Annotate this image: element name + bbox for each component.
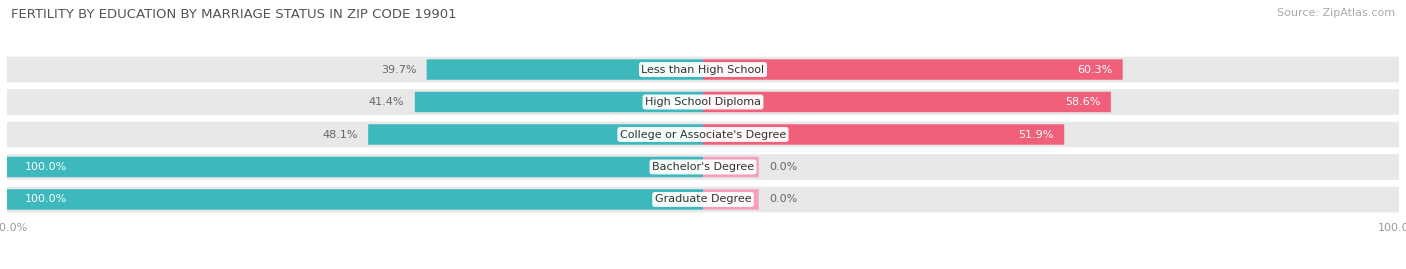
FancyBboxPatch shape bbox=[7, 89, 1399, 115]
FancyBboxPatch shape bbox=[703, 92, 1111, 112]
Text: 51.9%: 51.9% bbox=[1018, 129, 1053, 140]
Text: 58.6%: 58.6% bbox=[1064, 97, 1101, 107]
FancyBboxPatch shape bbox=[426, 59, 703, 80]
FancyBboxPatch shape bbox=[7, 122, 1399, 147]
FancyBboxPatch shape bbox=[7, 189, 703, 210]
Text: 39.7%: 39.7% bbox=[381, 65, 416, 75]
Text: 100.0%: 100.0% bbox=[24, 162, 66, 172]
FancyBboxPatch shape bbox=[7, 154, 1399, 180]
Text: College or Associate's Degree: College or Associate's Degree bbox=[620, 129, 786, 140]
FancyBboxPatch shape bbox=[368, 124, 703, 145]
Text: 100.0%: 100.0% bbox=[24, 194, 66, 204]
Text: Bachelor's Degree: Bachelor's Degree bbox=[652, 162, 754, 172]
FancyBboxPatch shape bbox=[7, 187, 1399, 212]
Text: Source: ZipAtlas.com: Source: ZipAtlas.com bbox=[1277, 8, 1395, 18]
Text: Graduate Degree: Graduate Degree bbox=[655, 194, 751, 204]
FancyBboxPatch shape bbox=[703, 59, 1123, 80]
Text: 48.1%: 48.1% bbox=[322, 129, 357, 140]
FancyBboxPatch shape bbox=[7, 57, 1399, 82]
FancyBboxPatch shape bbox=[703, 124, 1064, 145]
Text: 0.0%: 0.0% bbox=[769, 162, 797, 172]
FancyBboxPatch shape bbox=[415, 92, 703, 112]
Text: 41.4%: 41.4% bbox=[368, 97, 405, 107]
Text: FERTILITY BY EDUCATION BY MARRIAGE STATUS IN ZIP CODE 19901: FERTILITY BY EDUCATION BY MARRIAGE STATU… bbox=[11, 8, 457, 21]
Text: High School Diploma: High School Diploma bbox=[645, 97, 761, 107]
FancyBboxPatch shape bbox=[703, 157, 759, 177]
FancyBboxPatch shape bbox=[703, 189, 759, 210]
FancyBboxPatch shape bbox=[7, 157, 703, 177]
Text: Less than High School: Less than High School bbox=[641, 65, 765, 75]
Text: 60.3%: 60.3% bbox=[1077, 65, 1112, 75]
Text: 0.0%: 0.0% bbox=[769, 194, 797, 204]
